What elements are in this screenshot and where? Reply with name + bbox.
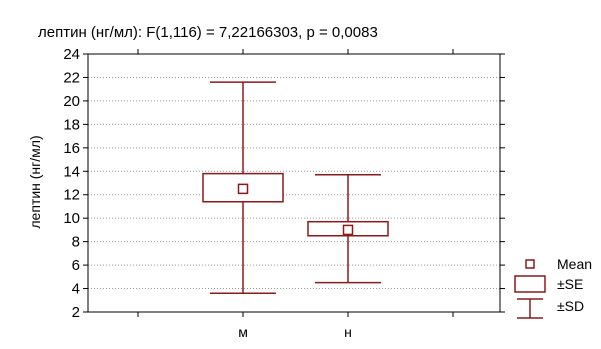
legend-label-sd: ±SD (557, 298, 584, 314)
x-tick-label: н (344, 324, 352, 340)
y-axis-title: лептин (нг/мл) (27, 135, 43, 228)
y-tick-label: 6 (72, 257, 80, 274)
y-axis-title-group: лептин (нг/мл) (27, 135, 43, 228)
plot-background (88, 54, 500, 312)
mean-marker (237, 183, 249, 195)
y-tick-label: 12 (63, 187, 80, 204)
legend-label-se: ±SE (557, 276, 583, 292)
y-tick-label: 14 (63, 163, 80, 180)
x-tick-label: м (238, 324, 248, 340)
y-tick-label: 24 (63, 46, 80, 63)
y-tick-label: 18 (63, 116, 80, 133)
y-tick-label: 8 (72, 234, 80, 251)
box-group (202, 81, 284, 294)
y-tick-label: 22 (63, 69, 80, 86)
chart-title: лептин (нг/мл): F(1,116) = 7,22166303, p… (38, 24, 378, 41)
mean-marker (342, 224, 354, 236)
legend-sd-symbol (517, 298, 543, 319)
plot-frame (87, 53, 501, 313)
y-tick-label: 10 (63, 210, 80, 227)
y-tick-label: 4 (72, 281, 80, 298)
y-tick-label: 16 (63, 140, 80, 157)
y-tick-label: 20 (63, 93, 80, 110)
legend: Mean ±SE ±SD (514, 256, 592, 319)
legend-mean-symbol (525, 259, 535, 269)
legend-label-mean: Mean (557, 256, 592, 272)
y-tick-label: 2 (72, 304, 80, 321)
box-group (307, 174, 389, 284)
legend-se-symbol (514, 275, 546, 293)
